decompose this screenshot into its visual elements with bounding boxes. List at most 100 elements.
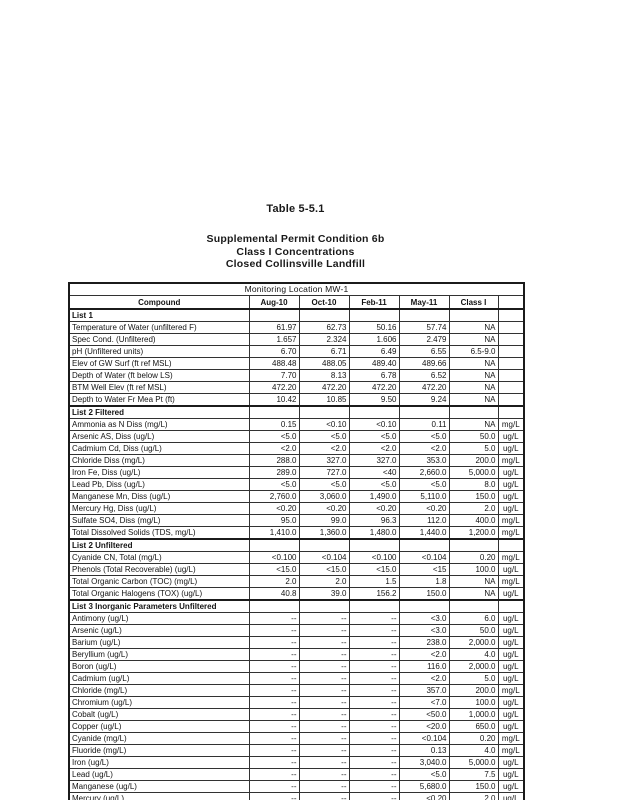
- value-cell: <40: [348, 466, 400, 479]
- unit-cell: ug/L: [497, 442, 525, 455]
- empty-cell: [348, 308, 400, 322]
- column-header-may11: May-11: [398, 295, 450, 310]
- section-label: List 3 Inorganic Parameters Unfiltered: [68, 599, 250, 613]
- table-row: Phenols (Total Recoverable) (ug/L) <15.0 <…: [68, 563, 525, 576]
- value-cell: --: [298, 612, 350, 625]
- value-cell: <0.20: [348, 502, 400, 515]
- value-cell: 489.66: [398, 357, 450, 370]
- empty-cell: [448, 405, 499, 419]
- value-cell: 650.0: [448, 720, 499, 733]
- value-cell: 2.0: [448, 792, 499, 800]
- value-cell: --: [298, 696, 350, 709]
- value-cell: --: [248, 756, 300, 769]
- table-row: Barium (ug/L) -- -- -- 238.0 2,000.0 ug/L: [68, 636, 525, 649]
- value-cell: 2,660.0: [398, 466, 450, 479]
- section-label: List 1: [68, 308, 250, 322]
- value-cell: --: [348, 720, 400, 733]
- empty-cell: [348, 599, 400, 613]
- document-subtitle: Supplemental Permit Condition 6b Class I…: [68, 233, 523, 271]
- value-cell: --: [298, 744, 350, 757]
- table-row: Arsenic AS, Diss (ug/L) <5.0 <5.0 <5.0 <5.0 5…: [68, 430, 525, 443]
- empty-cell: [298, 599, 350, 613]
- column-header-class1: Class I: [448, 295, 499, 310]
- table-row: Lead (ug/L) -- -- -- <5.0 7.5 ug/L: [68, 768, 525, 781]
- value-cell: 472.20: [348, 381, 400, 394]
- value-cell: 2.0: [248, 575, 300, 588]
- compound-cell: Chromium (ug/L): [68, 696, 250, 709]
- value-cell: 6.5-9.0: [448, 345, 499, 358]
- value-cell: 116.0: [398, 660, 450, 673]
- compound-cell: Total Organic Halogens (TOX) (ug/L): [68, 587, 250, 601]
- empty-cell: [497, 308, 525, 322]
- empty-cell: [248, 599, 300, 613]
- value-cell: NA: [448, 333, 499, 346]
- value-cell: 150.0: [448, 780, 499, 793]
- value-cell: 4.0: [448, 744, 499, 757]
- empty-cell: [448, 308, 499, 322]
- value-cell: --: [298, 672, 350, 685]
- value-cell: <2.0: [348, 442, 400, 455]
- unit-cell: ug/L: [497, 587, 525, 601]
- value-cell: <5.0: [298, 478, 350, 491]
- table-row: Iron Fe, Diss (ug/L) 289.0 727.0 <40 2,660.0…: [68, 466, 525, 479]
- table-row: Temperature of Water (unfiltered F) 61.97…: [68, 321, 525, 334]
- section-header-row: List 3 Inorganic Parameters Unfiltered: [68, 599, 525, 613]
- compound-cell: Temperature of Water (unfiltered F): [68, 321, 250, 334]
- value-cell: 9.50: [348, 393, 400, 407]
- value-cell: 5,680.0: [398, 780, 450, 793]
- value-cell: 0.13: [398, 744, 450, 757]
- section-label: List 2 Unfiltered: [68, 538, 250, 552]
- value-cell: --: [248, 744, 300, 757]
- value-cell: 3,060.0: [298, 490, 350, 503]
- value-cell: <5.0: [348, 430, 400, 443]
- section-header-row: List 2 Filtered: [68, 405, 525, 419]
- empty-cell: [248, 538, 300, 552]
- value-cell: <0.20: [248, 502, 300, 515]
- monitoring-location-header: Monitoring Location MW-1: [68, 282, 525, 296]
- compound-cell: Lead Pb, Diss (ug/L): [68, 478, 250, 491]
- table-row: Boron (ug/L) -- -- -- 116.0 2,000.0 ug/L: [68, 660, 525, 673]
- value-cell: 1.657: [248, 333, 300, 346]
- table-row: Chromium (ug/L) -- -- -- <7.0 100.0 ug/L: [68, 696, 525, 709]
- value-cell: 0.20: [448, 551, 499, 564]
- value-cell: 489.40: [348, 357, 400, 370]
- value-cell: --: [248, 732, 300, 745]
- table-row: Chloride (mg/L) -- -- -- 357.0 200.0 mg/L: [68, 684, 525, 697]
- value-cell: NA: [448, 393, 499, 407]
- value-cell: --: [348, 768, 400, 781]
- value-cell: --: [348, 648, 400, 661]
- empty-cell: [398, 308, 450, 322]
- value-cell: --: [348, 612, 400, 625]
- value-cell: 7.5: [448, 768, 499, 781]
- value-cell: 50.0: [448, 624, 499, 637]
- value-cell: 289.0: [248, 466, 300, 479]
- value-cell: NA: [448, 357, 499, 370]
- table-row: Elev of GW Surf (ft ref MSL) 488.48 488.05…: [68, 357, 525, 370]
- value-cell: <3.0: [398, 624, 450, 637]
- value-cell: 472.20: [298, 381, 350, 394]
- compound-cell: Cadmium (ug/L): [68, 672, 250, 685]
- value-cell: 472.20: [248, 381, 300, 394]
- value-cell: --: [348, 624, 400, 637]
- value-cell: 96.3: [348, 514, 400, 527]
- unit-cell: mg/L: [497, 684, 525, 697]
- value-cell: --: [348, 732, 400, 745]
- empty-cell: [398, 599, 450, 613]
- table-body: List 1 Temperature of Water (unfiltered F…: [68, 308, 525, 800]
- value-cell: --: [298, 756, 350, 769]
- unit-cell: ug/L: [497, 612, 525, 625]
- unit-cell: mg/L: [497, 514, 525, 527]
- unit-cell: ug/L: [497, 636, 525, 649]
- value-cell: --: [248, 720, 300, 733]
- unit-cell: ug/L: [497, 563, 525, 576]
- empty-cell: [298, 538, 350, 552]
- value-cell: <2.0: [398, 442, 450, 455]
- value-cell: 0.20: [448, 732, 499, 745]
- table-row: Total Dissolved Solids (TDS, mg/L) 1,410.…: [68, 526, 525, 540]
- value-cell: <5.0: [248, 478, 300, 491]
- value-cell: --: [248, 768, 300, 781]
- value-cell: NA: [448, 418, 499, 431]
- compound-cell: Chloride (mg/L): [68, 684, 250, 697]
- unit-cell: ug/L: [497, 502, 525, 515]
- value-cell: 0.11: [398, 418, 450, 431]
